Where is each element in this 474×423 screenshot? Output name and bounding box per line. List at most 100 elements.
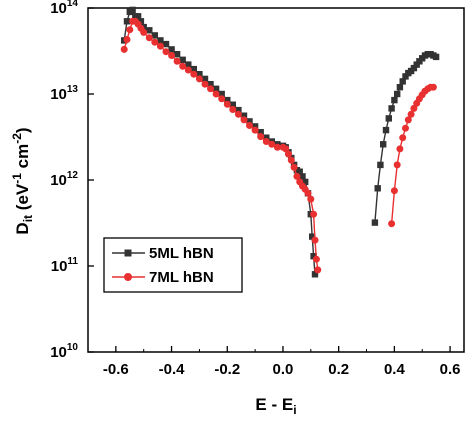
data-point	[299, 173, 306, 180]
data-point	[184, 66, 192, 74]
data-point	[263, 134, 270, 141]
data-point	[129, 6, 136, 14]
data-point	[380, 141, 387, 148]
data-point	[285, 150, 292, 158]
data-point	[371, 219, 379, 226]
data-point	[151, 32, 158, 39]
data-point	[162, 40, 170, 48]
data-point	[168, 46, 175, 53]
data-point	[207, 81, 214, 88]
y-axis-ticks: 1010 1011 1012 1013 1014	[50, 0, 94, 361]
x-tick-label-1: -0.4	[159, 361, 186, 378]
legend-marker-5ml	[124, 249, 132, 257]
data-point	[388, 105, 395, 112]
data-point	[374, 185, 381, 192]
x-tick-label-6: 0.6	[440, 361, 461, 378]
data-point	[410, 104, 418, 112]
data-point	[307, 195, 315, 203]
y-axis-title: Dit (eV-1 cm-2)	[10, 127, 35, 234]
data-point	[123, 18, 131, 25]
data-point	[410, 64, 418, 72]
data-point	[234, 110, 242, 118]
data-point	[229, 106, 237, 113]
legend: 5ML hBN 7ML hBN	[103, 237, 243, 293]
data-point	[273, 143, 281, 151]
data-point	[140, 28, 148, 36]
data-point	[282, 145, 290, 153]
data-point	[173, 51, 181, 58]
data-point	[404, 116, 412, 124]
plot-frame	[87, 7, 465, 353]
x-tick-label-5: 0.4	[384, 361, 406, 378]
legend-box	[103, 237, 243, 293]
data-point	[120, 45, 128, 53]
data-point	[310, 253, 317, 260]
data-point	[201, 80, 209, 88]
x-tick-label-3: 0.0	[273, 361, 294, 378]
data-point	[311, 271, 319, 278]
data-point	[391, 96, 398, 104]
data-point	[296, 168, 303, 175]
data-point	[240, 116, 248, 124]
data-point	[377, 161, 384, 169]
data-point	[212, 85, 220, 92]
data-point	[126, 26, 134, 34]
x-axis-ticks: -0.6 -0.4 -0.2 0.0 0.2 0.4 0.6	[87, 346, 461, 378]
x-tick-label-0: -0.6	[103, 361, 129, 378]
data-point	[311, 236, 319, 244]
data-point	[246, 122, 253, 129]
legend-marker-7ml	[124, 273, 132, 281]
data-point	[218, 90, 225, 98]
data-point	[207, 85, 214, 93]
data-point	[223, 100, 231, 108]
series-1	[120, 17, 437, 274]
data-point	[190, 65, 197, 73]
data-point	[168, 52, 176, 59]
x-tick-label-2: -0.2	[214, 361, 240, 378]
data-point	[251, 126, 259, 134]
data-point	[396, 145, 404, 153]
data-point	[309, 233, 316, 240]
data-point	[196, 71, 203, 78]
legend-entry-7ml: 7ML hBN	[112, 269, 214, 286]
y-tick-label-1: 1011	[51, 256, 79, 275]
data-point	[429, 83, 437, 91]
data-point	[134, 13, 142, 20]
series-line-0-0	[123, 8, 316, 275]
data-point	[304, 189, 312, 197]
data-point	[240, 112, 248, 119]
y-tick-label-0: 1010	[50, 342, 78, 361]
data-point	[137, 18, 145, 25]
series-layer	[120, 6, 440, 278]
y-tick-label-2: 1012	[50, 170, 78, 189]
data-point	[393, 161, 401, 169]
data-point	[179, 56, 186, 63]
data-point	[287, 156, 295, 164]
legend-label-7ml: 7ML hBN	[149, 269, 214, 286]
data-point	[251, 123, 259, 130]
data-point	[257, 133, 265, 141]
data-point	[123, 36, 131, 43]
data-point	[312, 255, 320, 263]
data-point	[388, 220, 396, 228]
data-point	[190, 70, 198, 78]
data-point	[157, 37, 164, 44]
data-point	[212, 90, 220, 98]
legend-entry-5ml: 5ML hBN	[112, 245, 214, 262]
data-point	[185, 61, 192, 68]
data-point	[293, 172, 301, 180]
data-point	[229, 101, 236, 108]
legend-label-5ml: 5ML hBN	[149, 245, 214, 262]
data-point	[268, 140, 276, 148]
data-point	[235, 106, 242, 114]
y-tick-label-4: 1014	[50, 0, 78, 17]
data-point	[162, 48, 170, 56]
data-point	[224, 96, 231, 104]
x-axis-title: E - Ei	[255, 395, 296, 417]
data-point	[201, 75, 209, 83]
data-point	[402, 124, 409, 132]
data-point	[156, 42, 164, 50]
data-point	[402, 73, 409, 80]
data-point	[195, 75, 203, 83]
